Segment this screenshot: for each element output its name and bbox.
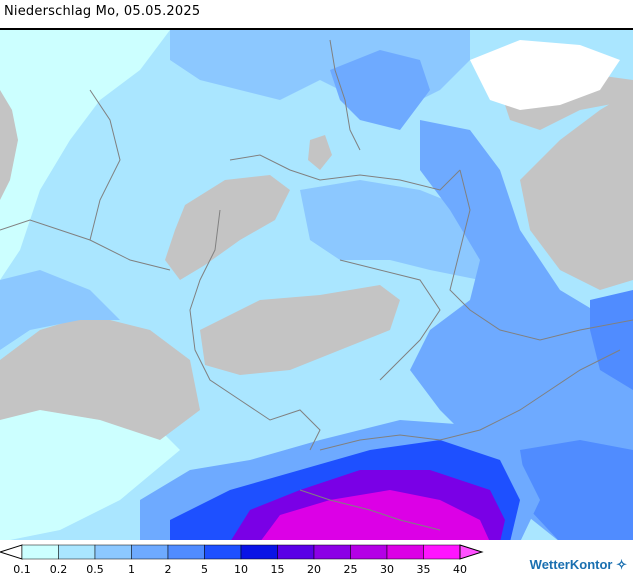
- precip-zone-strong-east: [590, 290, 633, 390]
- no-precip-area-lake: [308, 135, 332, 170]
- legend-swatch: [21, 544, 59, 560]
- legend-swatch: [277, 544, 315, 560]
- legend-label: 15: [271, 563, 285, 576]
- precip-zone-white-ne: [470, 40, 620, 110]
- precip-zone-mid-west: [0, 270, 120, 350]
- legend-label: 0.1: [13, 563, 31, 576]
- legend-swatch: [58, 544, 96, 560]
- legend-swatch: [350, 544, 388, 560]
- legend-swatch: [94, 544, 132, 560]
- legend-label: 40: [453, 563, 467, 576]
- precip-zone-blue-ne: [330, 50, 430, 130]
- legend-label: 30: [380, 563, 394, 576]
- legend-swatch: [167, 544, 205, 560]
- legend-label: 0.2: [50, 563, 68, 576]
- legend-label: 1: [128, 563, 135, 576]
- legend-swatch: [423, 544, 461, 560]
- legend-label: 20: [307, 563, 321, 576]
- legend-swatch: [386, 544, 424, 560]
- legend-swatch: [204, 544, 242, 560]
- legend-swatch: [131, 544, 169, 560]
- legend-swatch: [240, 544, 278, 560]
- precip-zone-light-nw: [0, 30, 170, 280]
- legend-label: 5: [201, 563, 208, 576]
- legend-arrow-high: [459, 544, 484, 560]
- no-precip-area-france: [0, 315, 200, 440]
- legend-swatch: [313, 544, 351, 560]
- drops-icon: ✧: [616, 557, 627, 572]
- legend-arrow-low: [0, 544, 23, 560]
- precipitation-map: [0, 28, 633, 540]
- no-precip-area-east: [520, 90, 633, 290]
- legend-label: 2: [165, 563, 172, 576]
- no-precip-area-rhine: [200, 285, 400, 375]
- precip-legend: 0.1 0.2 0.5 1 2 5 10 15 20 25 30 35 40: [0, 540, 633, 580]
- legend-label: 0.5: [86, 563, 104, 576]
- brand-name: WetterKontor: [529, 557, 613, 572]
- no-precip-area-benelux: [165, 175, 290, 280]
- legend-label: 25: [344, 563, 358, 576]
- country-borders: [0, 39, 633, 531]
- legend-label: 35: [417, 563, 431, 576]
- precip-zone-magenta-south: [261, 490, 490, 540]
- legend-label: 10: [234, 563, 248, 576]
- no-precip-area-uk: [0, 90, 18, 200]
- precip-zone-strong-se: [520, 440, 633, 540]
- map-title: Niederschlag Mo, 05.05.2025: [4, 4, 201, 19]
- brand-logo: WetterKontor ✧: [530, 557, 627, 573]
